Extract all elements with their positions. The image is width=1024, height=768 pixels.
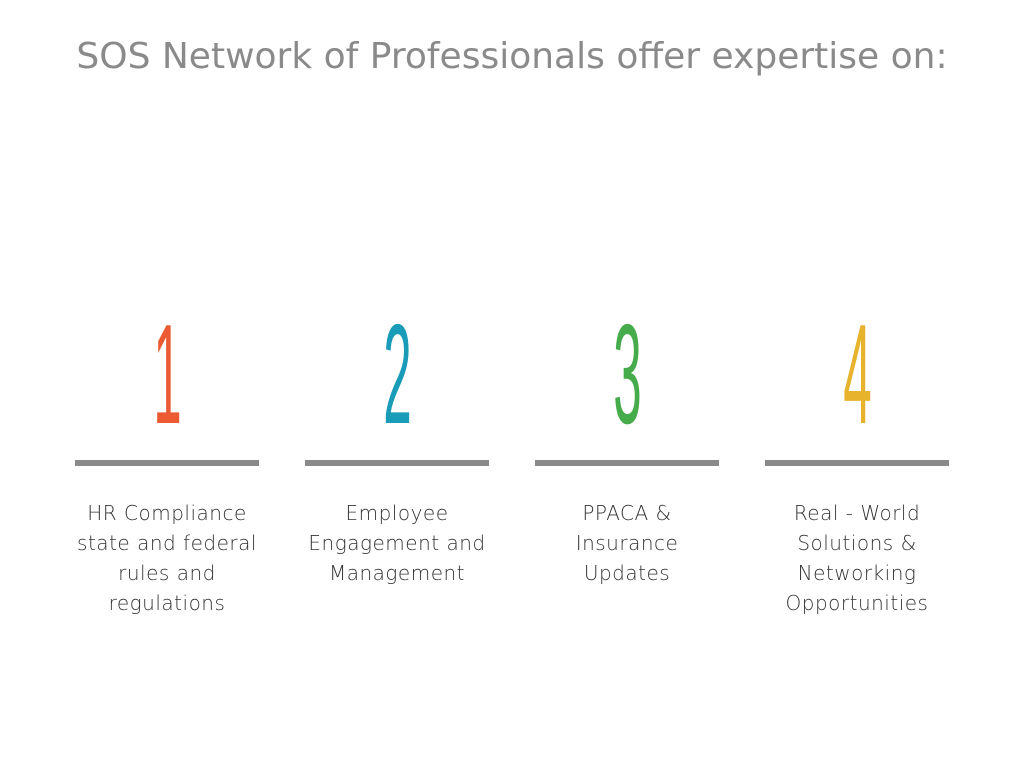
number-text: 4 xyxy=(842,295,872,454)
description-line: Updates xyxy=(583,561,671,585)
number-text: 1 xyxy=(152,295,182,454)
description-line: Opportunities xyxy=(785,591,929,615)
description-line: Insurance xyxy=(575,531,679,555)
divider xyxy=(75,460,259,466)
slide-title: SOS Network of Professionals offer exper… xyxy=(76,36,948,77)
divider xyxy=(535,460,719,466)
expertise-item: 2 Employee Engagement and Management xyxy=(297,300,497,588)
item-description: Real - World Solutions & Networking Opportu… xyxy=(757,498,957,618)
item-description: Employee Engagement and Management xyxy=(297,498,497,588)
description-line: Solutions & xyxy=(797,531,917,555)
item-description: HR Compliance state and federal rules and r… xyxy=(67,498,267,618)
item-number: 2 xyxy=(297,300,497,446)
divider xyxy=(765,460,949,466)
item-description: PPACA & Insurance Updates xyxy=(527,498,727,588)
description-line: state and federal xyxy=(77,531,257,555)
description-line: Management xyxy=(328,561,466,585)
description-line: rules and xyxy=(118,561,216,585)
number-text: 3 xyxy=(612,295,642,454)
expertise-item: 1 HR Compliance state and federal rules and… xyxy=(67,300,267,618)
description-line: Employee xyxy=(345,501,449,525)
expertise-item: 3 PPACA & Insurance Updates xyxy=(527,300,727,588)
item-number: 4 xyxy=(757,300,957,446)
divider xyxy=(305,460,489,466)
description-line: PPACA & xyxy=(582,501,672,525)
item-number: 3 xyxy=(527,300,727,446)
description-line: Networking xyxy=(797,561,917,585)
description-line: regulations xyxy=(108,591,226,615)
description-line: Real - World xyxy=(793,501,921,525)
description-line: HR Compliance xyxy=(87,501,247,525)
item-number: 1 xyxy=(67,300,267,446)
expertise-item: 4 Real - World Solutions & Networking Opport… xyxy=(757,300,957,618)
number-text: 2 xyxy=(382,295,412,454)
description-line: Engagement and xyxy=(308,531,486,555)
